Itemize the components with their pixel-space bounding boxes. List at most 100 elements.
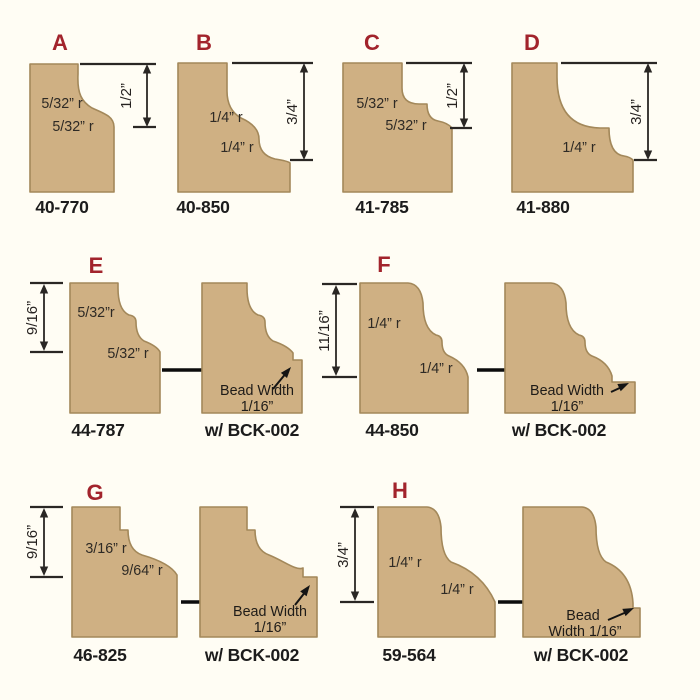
arrow-up-icon [643, 63, 653, 73]
radius-label-1: 1/4” r [209, 110, 243, 126]
arrow-up-icon [350, 508, 360, 518]
dimension-indicator: 3/4” [232, 61, 313, 162]
radius-label-1: 1/4” r [562, 140, 596, 156]
arrow-down-icon [142, 117, 152, 127]
bck-part-label: w/ BCK-002 [204, 420, 300, 440]
bead-label-line1: Bead Width [220, 383, 294, 399]
arrow-up-icon [299, 63, 309, 73]
arrow-up-icon [331, 285, 341, 295]
molding-profile-shape [177, 62, 291, 193]
bck-part-label: w/ BCK-002 [533, 645, 629, 665]
dimension-indicator: 1/2” [406, 61, 472, 130]
dimension-label: 9/16” [24, 525, 41, 559]
dimension-indicator: 9/16” [24, 281, 63, 354]
molding-profile-shape [69, 282, 161, 414]
bead-label-line2: Width 1/16” [548, 624, 621, 640]
radius-label-1: 5/32” r [41, 96, 83, 112]
molding-profile-shape-with-bead [504, 282, 636, 414]
dimension-label: 3/4” [335, 542, 352, 568]
dimension-indicator: 11/16” [316, 282, 357, 379]
profile-letter: D [524, 30, 540, 55]
profile-letter: G [86, 480, 103, 505]
profile-c: C 5/32” r 5/32” r 1/2” 41-785 [342, 30, 472, 217]
dimension-label: 11/16” [316, 310, 333, 351]
dimension-label: 3/4” [628, 99, 645, 125]
profile-letter: E [89, 253, 104, 278]
profile-e: 9/16” E 5/32”r 5/32” r 44-787 Bead Width… [24, 253, 303, 440]
arrow-down-icon [39, 341, 49, 351]
molding-profile-shape [377, 506, 496, 638]
part-number: 59-564 [382, 645, 436, 665]
part-number: 40-770 [35, 197, 89, 217]
arrow-up-icon [39, 284, 49, 294]
arrow-down-icon [459, 118, 469, 128]
arrow-down-icon [331, 366, 341, 376]
arrow-up-icon [142, 64, 152, 74]
part-number: 41-880 [516, 197, 570, 217]
dimension-label: 9/16” [24, 301, 41, 335]
bck-part-label: w/ BCK-002 [511, 420, 607, 440]
radius-label-1: 5/32” r [356, 96, 398, 112]
radius-label-1: 1/4” r [388, 555, 422, 571]
profile-letter: A [52, 30, 68, 55]
dimension-label: 3/4” [284, 99, 301, 125]
bead-label-line2: 1/16” [254, 620, 287, 636]
profile-g: 9/16” G 3/16” r 9/64” r 46-825 Bead Widt… [24, 480, 318, 665]
bead-label-line2: 1/16” [551, 399, 584, 415]
dimension-label: 1/2” [118, 83, 135, 109]
dimension-indicator: 1/2” [80, 62, 156, 129]
bead-callout: Bead Width 1/16” [548, 604, 636, 640]
bead-callout: Bead Width 1/16” [530, 379, 631, 415]
molding-profile-shape [511, 62, 634, 193]
profile-d: D 1/4” r 3/4” 41-880 [511, 30, 657, 217]
bead-callout: Bead Width 1/16” [233, 582, 314, 636]
radius-label-2: 1/4” r [440, 582, 474, 598]
radius-label-2: 5/32” r [107, 346, 149, 362]
molding-profile-shape [359, 282, 469, 414]
radius-label-1: 1/4” r [367, 316, 401, 332]
bck-part-label: w/ BCK-002 [204, 645, 300, 665]
molding-profile-shape [342, 62, 453, 193]
bead-label-line1: Bead Width [530, 383, 604, 399]
profile-letter: B [196, 30, 212, 55]
molding-profile-shape-with-bead [522, 506, 641, 638]
dimension-indicator: 3/4” [335, 505, 374, 604]
radius-label-2: 5/32” r [385, 118, 427, 134]
arrow-up-icon [39, 508, 49, 518]
arrow-down-icon [643, 150, 653, 160]
arrow-down-icon [299, 150, 309, 160]
radius-label-2: 1/4” r [419, 361, 453, 377]
part-number: 41-785 [355, 197, 409, 217]
radius-label-2: 1/4” r [220, 140, 254, 156]
dimension-label: 1/2” [444, 83, 461, 109]
arrow-down-icon [39, 566, 49, 576]
dimension-indicator: 9/16” [24, 505, 63, 579]
molding-profile-shape [71, 506, 178, 638]
arrow-up-icon [459, 63, 469, 73]
molding-profile-shape-with-bead [201, 282, 303, 414]
bead-label-line2: 1/16” [241, 399, 274, 415]
part-number: 44-850 [365, 420, 419, 440]
profile-f: 11/16” F 1/4” r 1/4” r 44-850 Bead Width… [316, 252, 636, 440]
profile-h: 3/4” H 1/4” r 1/4” r 59-564 Bead Width 1… [335, 478, 641, 665]
arrow-down-icon [350, 591, 360, 601]
profile-letter: C [364, 30, 380, 55]
part-number: 46-825 [73, 645, 127, 665]
radius-label-2: 9/64” r [121, 563, 163, 579]
part-number: 44-787 [71, 420, 124, 440]
bead-label-line1: Bead [566, 608, 599, 624]
bead-label-line1: Bead Width [233, 604, 307, 620]
profile-letter: H [392, 478, 408, 503]
part-number: 40-850 [176, 197, 230, 217]
profile-b: B 1/4” r 1/4” r 3/4” 40-850 [176, 30, 313, 217]
radius-label-2: 5/32” r [52, 119, 94, 135]
radius-label-1: 5/32”r [77, 305, 115, 321]
radius-label-1: 3/16” r [85, 541, 127, 557]
molding-profile-shape-with-bead [199, 506, 318, 638]
molding-profile-shape [29, 63, 115, 193]
bead-callout: Bead Width 1/16” [220, 364, 295, 415]
profile-a: A 5/32” r 5/32” r 1/2” 40-770 [29, 30, 156, 217]
dimension-indicator: 3/4” [561, 61, 657, 162]
